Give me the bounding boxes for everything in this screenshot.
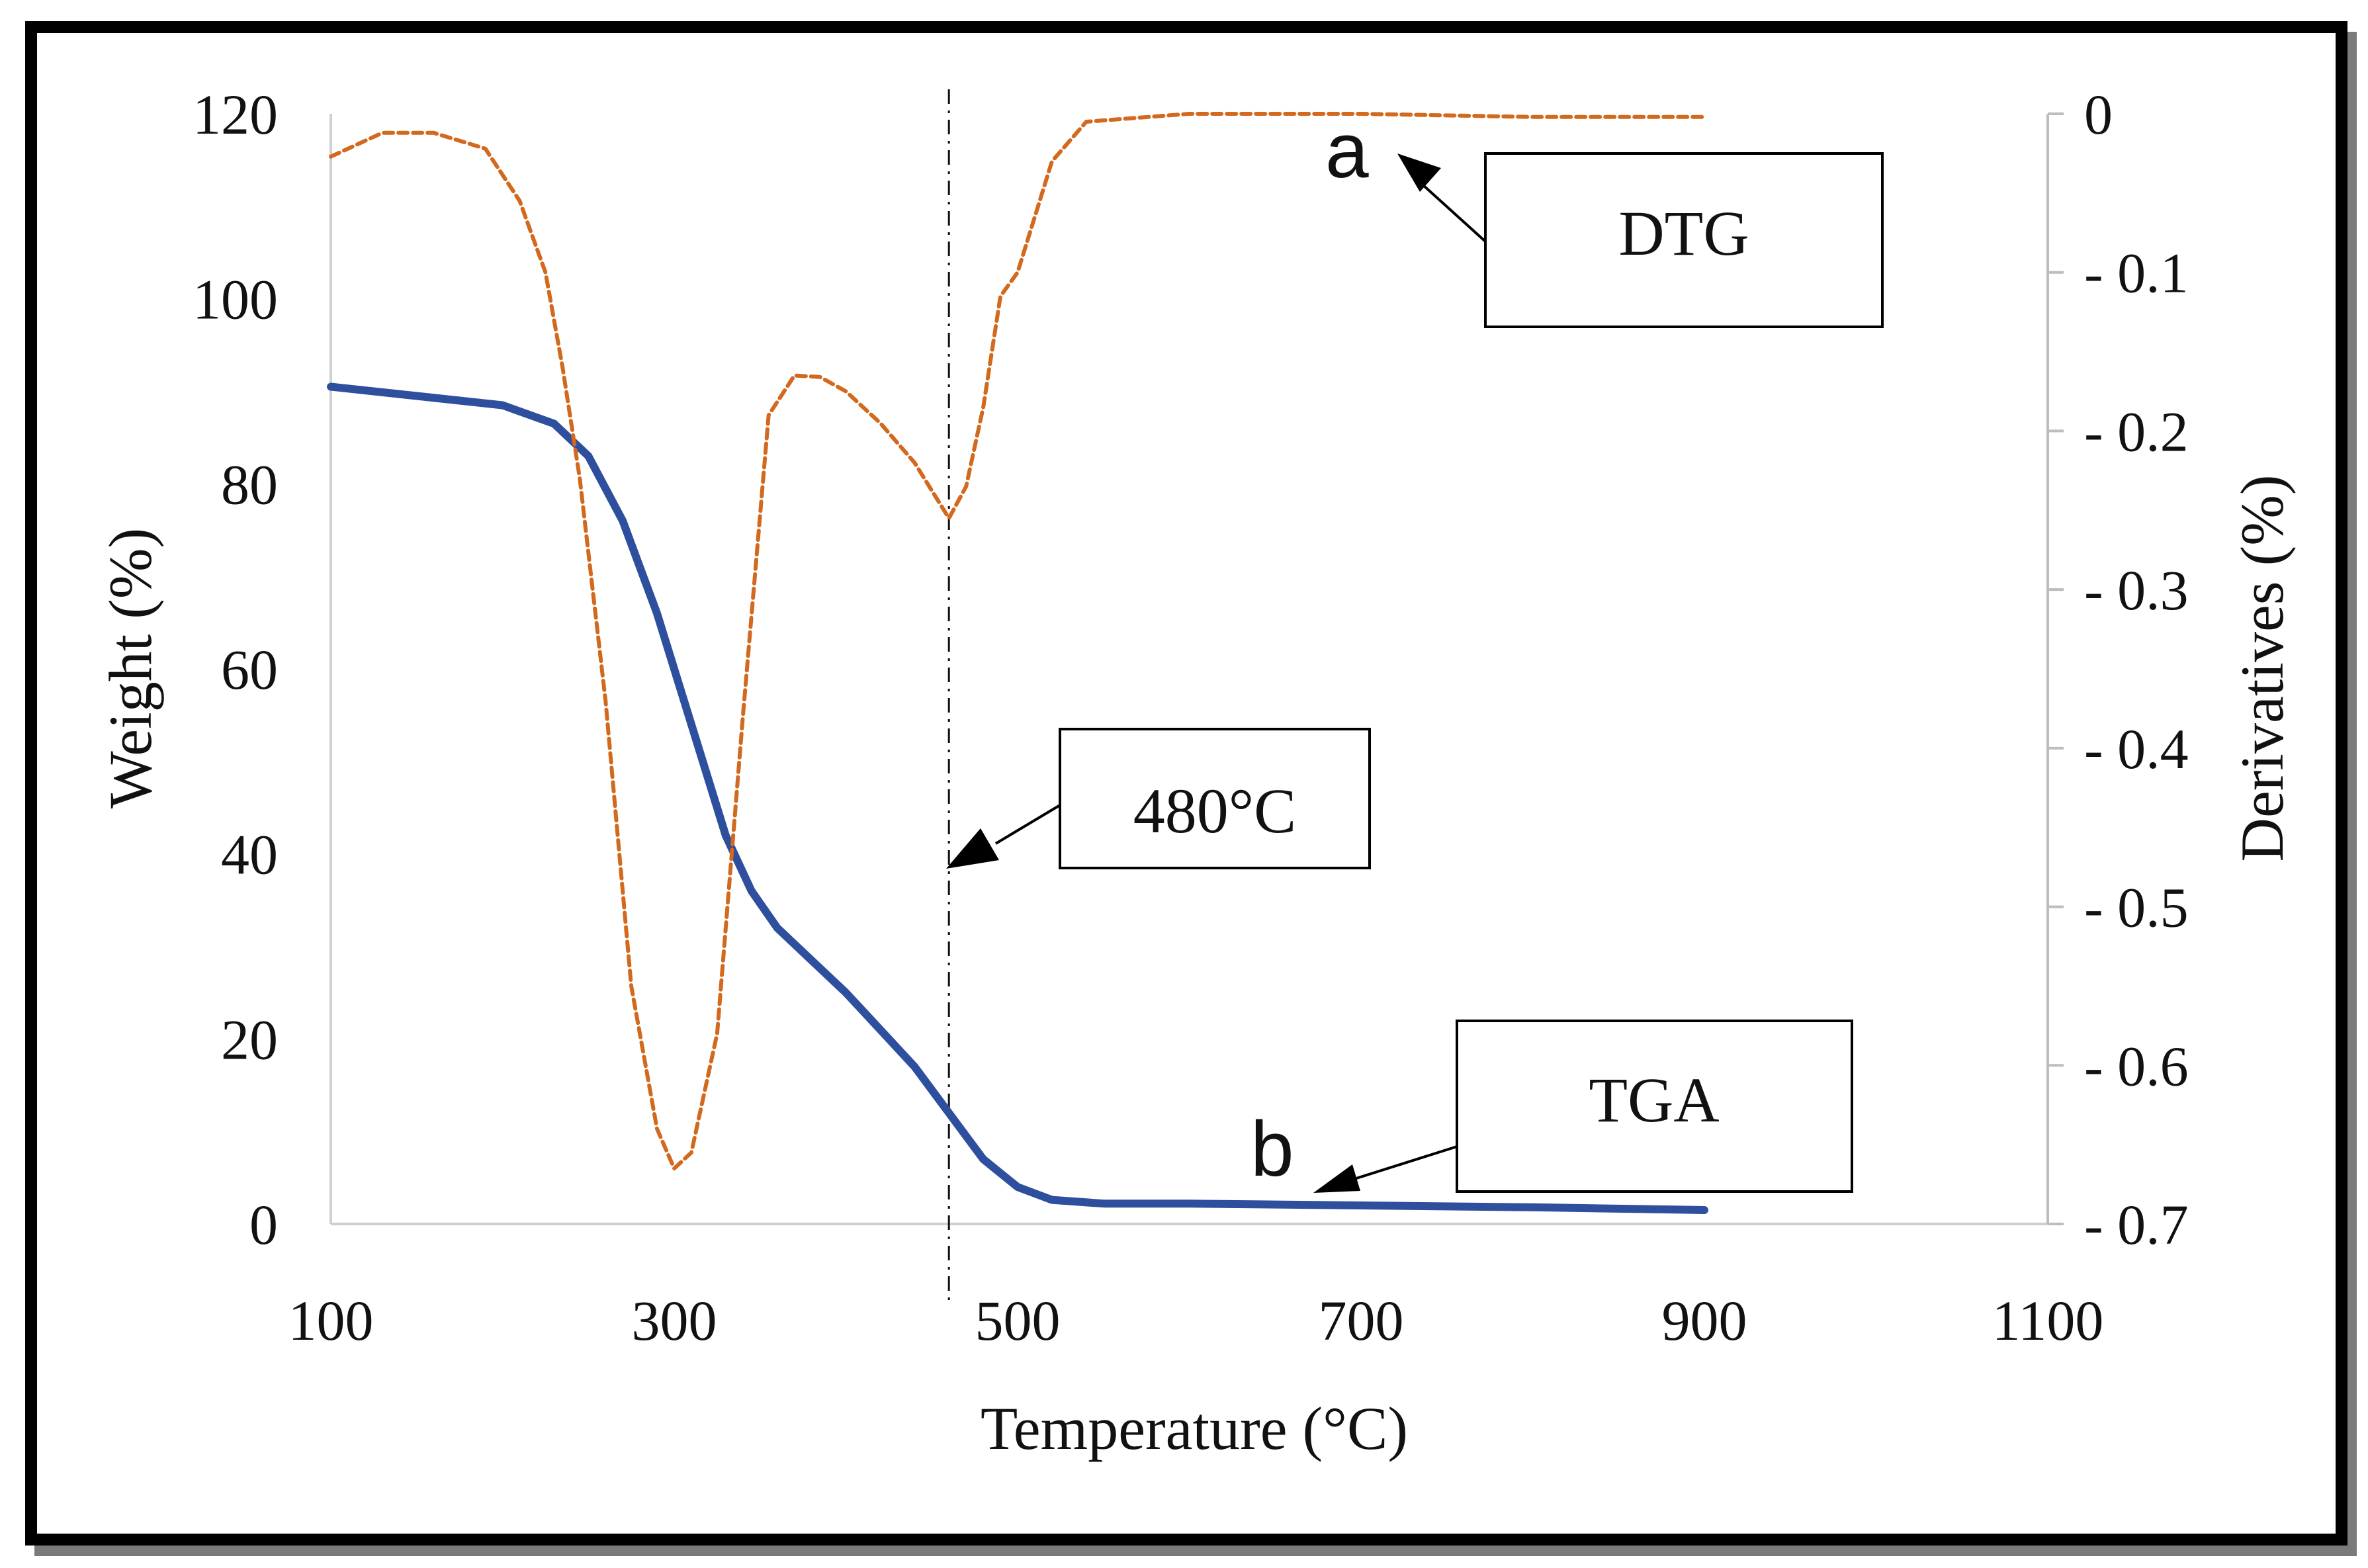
- series-dtg-line: [329, 112, 1706, 1171]
- ticks: 100 300 500 700 900 1100 0 20 40 60 80 100 120 0 - 0.1…: [193, 83, 2189, 1352]
- y-tick-label: 20: [221, 1008, 278, 1071]
- y2-tick-label: - 0.7: [2084, 1193, 2189, 1256]
- curve-b-label: b: [1250, 1106, 1294, 1193]
- tga-arrowhead: [1313, 1164, 1360, 1193]
- annotation-dtg: DTG a: [1325, 107, 1884, 328]
- y2-tick-label: 0: [2084, 83, 2113, 146]
- annotation-tga: TGA b: [1250, 1020, 1853, 1193]
- dtg-arrow: [1415, 177, 1487, 243]
- y2-axis-title: Derivatives (%): [2228, 475, 2296, 862]
- y-tick-label: 100: [193, 268, 278, 331]
- series-layer: [327, 89, 1708, 1300]
- x-tick-label: 900: [1662, 1289, 1747, 1352]
- annotation-temp: 480°C: [946, 728, 1371, 869]
- y-tick-label: 40: [221, 823, 278, 887]
- y-axis-title: Weight (%): [97, 528, 164, 808]
- y-tick-label: 60: [221, 638, 278, 701]
- y2-tick-label: - 0.4: [2084, 717, 2189, 781]
- y2-tick-label: - 0.5: [2084, 876, 2189, 939]
- x-tick-label: 500: [975, 1289, 1061, 1352]
- y2-tick-label: - 0.1: [2084, 241, 2189, 305]
- temp-arrow: [994, 804, 1061, 845]
- x-tick-label: 1100: [1992, 1289, 2104, 1352]
- y-tick-label: 80: [221, 453, 278, 516]
- y-tick-label: 120: [193, 83, 278, 146]
- y-tick-label: 0: [249, 1193, 278, 1256]
- y2-tick-label: - 0.2: [2084, 400, 2189, 463]
- tga-label: TGA: [1589, 1065, 1719, 1135]
- y2-tick-label: - 0.6: [2084, 1034, 2189, 1098]
- temp-label: 480°C: [1133, 775, 1296, 846]
- x-axis-title: Temperature (°C): [981, 1395, 1408, 1462]
- curve-a-label: a: [1325, 107, 1369, 195]
- axes: [329, 114, 2049, 1225]
- dtg-label: DTG: [1618, 198, 1749, 269]
- dtg-arrowhead: [1397, 153, 1441, 192]
- temp-arrowhead: [946, 828, 999, 869]
- temp-label-box: [1059, 728, 1371, 869]
- series-tga-line: [327, 382, 1708, 1214]
- x-tick-label: 300: [632, 1289, 717, 1352]
- tga-arrow: [1356, 1145, 1458, 1180]
- tga-label-box: [1456, 1020, 1853, 1193]
- y2-tick-label: - 0.3: [2084, 558, 2189, 622]
- x-tick-label: 700: [1319, 1289, 1404, 1352]
- dtg-label-box: [1484, 152, 1884, 328]
- x-tick-label: 100: [288, 1289, 374, 1352]
